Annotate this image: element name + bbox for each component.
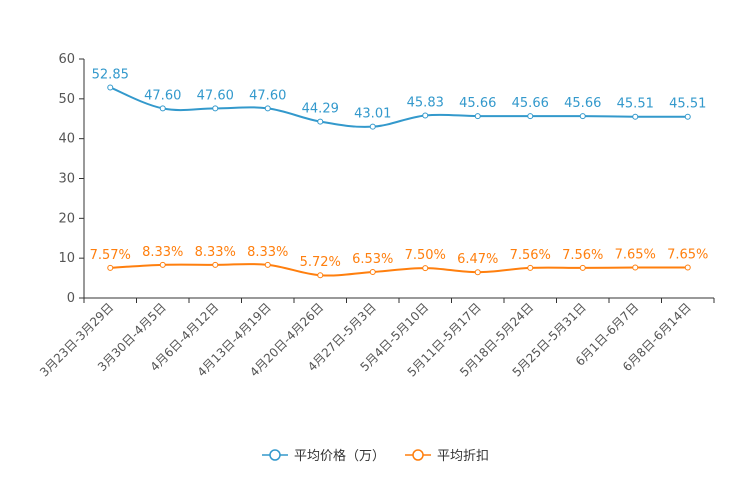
legend-item-1[interactable]: 平均折扣 — [405, 449, 489, 464]
data-label: 7.65% — [615, 248, 656, 263]
data-point — [684, 113, 691, 120]
data-label: 7.65% — [667, 248, 708, 263]
series-0: 52.85 47.60 47.60 47.60 44.29 43.01 45.83 45.66… — [92, 67, 706, 130]
y-tick-label: 60 — [58, 52, 75, 67]
data-point — [159, 261, 166, 268]
data-label: 5.72% — [300, 255, 341, 270]
data-point — [107, 264, 114, 271]
series-line — [109, 86, 688, 128]
data-point — [212, 105, 219, 112]
data-label: 45.51 — [669, 97, 706, 112]
data-point — [474, 113, 481, 120]
data-point — [422, 265, 429, 272]
data-label: 8.33% — [142, 245, 183, 260]
y-tick-label: 30 — [58, 172, 75, 187]
data-label: 7.57% — [90, 248, 131, 263]
data-label: 8.33% — [247, 245, 288, 260]
data-label: 6.53% — [352, 252, 393, 267]
data-point — [369, 123, 376, 130]
data-label: 47.60 — [197, 88, 234, 103]
series-layer: 52.85 47.60 47.60 47.60 44.29 43.01 45.83 45.66… — [90, 67, 708, 279]
legend-label: 平均折扣 — [437, 449, 489, 464]
data-label: 47.60 — [249, 88, 286, 103]
data-label: 47.60 — [144, 88, 181, 103]
series-1: 7.57% 8.33% 8.33% 8.33% 5.72% 6.53% 7.50% 6.47%… — [90, 245, 708, 279]
series-line — [110, 262, 688, 277]
data-label: 6.47% — [457, 252, 498, 267]
data-label: 7.50% — [405, 248, 446, 263]
legend[interactable]: 平均价格（万） 平均折扣 — [262, 448, 489, 464]
data-point — [632, 113, 639, 120]
data-label: 45.51 — [617, 97, 654, 112]
data-label: 45.66 — [459, 96, 496, 111]
data-point — [369, 268, 376, 275]
legend-item-0[interactable]: 平均价格（万） — [262, 448, 385, 464]
data-point — [159, 105, 166, 112]
data-point — [684, 264, 691, 271]
data-label: 43.01 — [354, 107, 391, 122]
data-point — [474, 269, 481, 276]
data-label: 45.66 — [564, 96, 601, 111]
legend-label: 平均价格（万） — [294, 448, 385, 464]
y-tick-label: 50 — [58, 92, 75, 107]
data-point — [422, 112, 429, 119]
data-label: 52.85 — [92, 67, 129, 82]
data-label: 45.83 — [407, 95, 444, 110]
data-point — [527, 264, 534, 271]
data-label: 7.56% — [510, 248, 551, 263]
data-point — [264, 105, 271, 112]
y-tick-label: 20 — [58, 211, 75, 226]
legend-marker — [269, 449, 281, 461]
data-point — [579, 264, 586, 271]
y-tick-label: 10 — [58, 251, 75, 266]
data-label: 7.56% — [562, 248, 603, 263]
data-label: 8.33% — [195, 245, 236, 260]
data-point — [579, 113, 586, 120]
y-tick-label: 0 — [67, 291, 75, 306]
data-point — [264, 261, 271, 268]
data-point — [632, 264, 639, 271]
data-point — [317, 272, 324, 279]
data-label: 44.29 — [302, 102, 339, 117]
legend-marker — [412, 449, 424, 461]
data-point — [212, 261, 219, 268]
data-label: 45.66 — [512, 96, 549, 111]
data-point — [107, 84, 114, 91]
data-point — [317, 118, 324, 125]
data-point — [527, 113, 534, 120]
y-tick-label: 40 — [58, 132, 75, 147]
